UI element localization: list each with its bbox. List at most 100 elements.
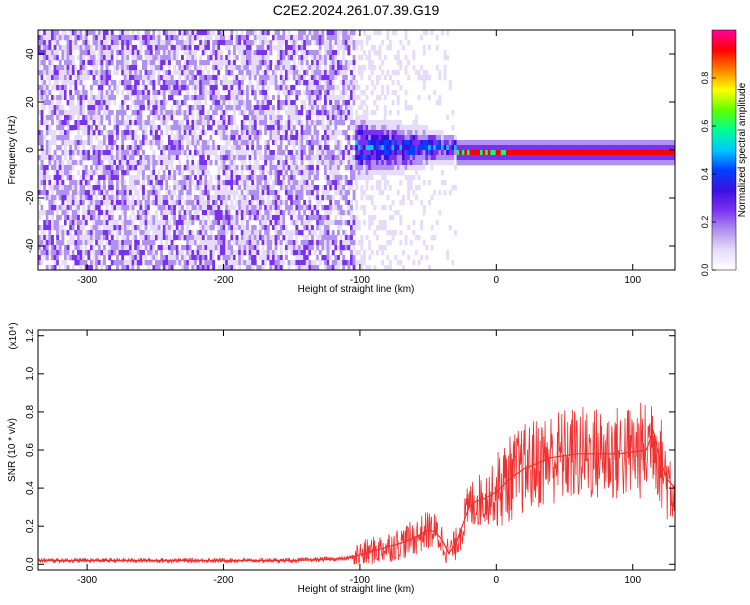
- heatmap-cell: [285, 110, 288, 116]
- heatmap-cell: [97, 260, 101, 266]
- heatmap-cell: [45, 230, 49, 236]
- heatmap-cell: [246, 55, 249, 61]
- heatmap-cell: [191, 265, 195, 270]
- heatmap-cell: [84, 220, 88, 226]
- heatmap-cell: [318, 250, 322, 256]
- heatmap-cell: [116, 185, 119, 191]
- heatmap-cell: [363, 75, 366, 81]
- heatmap-cell: [311, 210, 314, 216]
- heatmap-cell: [178, 30, 182, 36]
- heatmap-cell: [316, 245, 320, 251]
- heatmap-cell: [61, 40, 65, 46]
- heatmap-cell: [51, 100, 54, 106]
- heatmap-cell: [222, 125, 226, 131]
- heatmap-cell: [123, 155, 127, 161]
- heatmap-cell: [357, 40, 361, 46]
- heatmap-cell: [108, 145, 112, 151]
- heatmap-cell: [43, 40, 47, 46]
- heatmap-cell: [79, 55, 83, 61]
- heatmap-cell: [77, 260, 80, 266]
- heatmap-cell: [303, 155, 307, 161]
- heatmap-cell: [199, 240, 203, 246]
- heatmap-cell: [188, 195, 192, 201]
- heatmap-cell: [368, 55, 372, 61]
- heatmap-cell: [246, 205, 249, 211]
- heatmap-cell: [305, 235, 309, 241]
- heatmap-cell: [266, 240, 270, 246]
- heatmap-cell: [303, 180, 307, 186]
- heatmap-cell: [251, 60, 255, 66]
- heatmap-cell: [300, 210, 304, 216]
- heatmap-cell: [40, 110, 44, 116]
- heatmap-cell: [103, 35, 106, 41]
- heatmap-cell: [87, 135, 91, 141]
- heatmap-cell: [209, 125, 213, 131]
- heatmap-cell: [235, 70, 239, 76]
- heatmap-cell: [261, 185, 265, 191]
- heatmap-cell: [238, 70, 242, 76]
- heatmap-cell: [123, 125, 127, 131]
- heatmap-cell: [110, 50, 114, 56]
- heatmap-cell: [188, 200, 192, 206]
- heatmap-cell: [342, 210, 346, 216]
- heatmap-cell: [214, 185, 218, 191]
- heatmap-cell: [326, 70, 330, 76]
- heatmap-cell: [287, 115, 291, 121]
- heatmap-cell: [240, 260, 244, 266]
- heatmap-cell: [240, 215, 244, 221]
- heatmap-cell: [339, 95, 343, 101]
- heatmap-cell: [233, 90, 236, 96]
- heatmap-cell: [331, 230, 335, 236]
- heatmap-cell: [308, 200, 312, 206]
- heatmap-cell: [51, 210, 54, 216]
- heatmap-cell: [251, 160, 255, 166]
- heatmap-cell: [87, 70, 91, 76]
- heatmap-cell: [305, 245, 309, 251]
- heatmap-cell: [295, 220, 299, 226]
- heatmap-cell: [363, 210, 366, 216]
- heatmap-cell: [103, 260, 106, 266]
- heatmap-cell: [269, 190, 273, 196]
- heatmap-cell: [38, 60, 41, 66]
- heatmap-cell: [368, 115, 372, 121]
- heatmap-cell: [196, 225, 200, 231]
- heatmap-cell: [313, 125, 317, 131]
- heatmap-cell: [256, 110, 260, 116]
- heatmap-cell: [235, 220, 239, 226]
- heatmap-cell: [303, 75, 307, 81]
- heatmap-cell: [71, 175, 75, 181]
- heatmap-cell: [103, 185, 106, 191]
- heatmap-cell: [64, 265, 67, 270]
- heatmap-cell: [175, 145, 179, 151]
- heatmap-cell: [71, 190, 75, 196]
- heatmap-cell: [339, 260, 343, 266]
- heatmap-cell: [285, 85, 288, 91]
- heatmap-cell: [269, 265, 273, 270]
- heatmap-cell: [74, 260, 78, 266]
- heatmap-cell: [321, 190, 325, 196]
- heatmap-cell: [178, 120, 182, 126]
- heatmap-cell: [225, 180, 229, 186]
- heatmap-cell: [311, 30, 314, 36]
- heatmap-cell: [157, 195, 161, 201]
- heatmap-cell: [84, 95, 88, 101]
- heatmap-cell: [339, 195, 343, 201]
- heatmap-cell: [225, 80, 229, 86]
- heatmap-cell: [373, 155, 377, 161]
- heatmap-cell: [277, 105, 281, 111]
- heatmap-cell: [97, 75, 101, 81]
- heatmap-cell: [79, 95, 83, 101]
- heatmap-cell: [129, 215, 132, 221]
- heatmap-cell: [142, 175, 145, 181]
- heatmap-cell: [290, 125, 294, 131]
- heatmap-cell: [298, 150, 301, 156]
- heatmap-cell: [217, 145, 221, 151]
- heatmap-cell: [165, 160, 169, 166]
- heatmap-cell: [360, 245, 364, 251]
- heatmap-cell: [240, 160, 244, 166]
- heatmap-cell: [157, 135, 161, 141]
- heatmap-cell: [274, 250, 278, 256]
- heatmap-cell: [194, 75, 197, 81]
- heatmap-cell: [365, 240, 369, 246]
- heatmap-cell: [139, 260, 143, 266]
